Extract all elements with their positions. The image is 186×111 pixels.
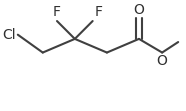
Text: Cl: Cl bbox=[2, 28, 16, 42]
Text: F: F bbox=[53, 5, 61, 19]
Text: O: O bbox=[134, 3, 144, 17]
Text: F: F bbox=[94, 5, 102, 19]
Text: O: O bbox=[157, 54, 168, 68]
